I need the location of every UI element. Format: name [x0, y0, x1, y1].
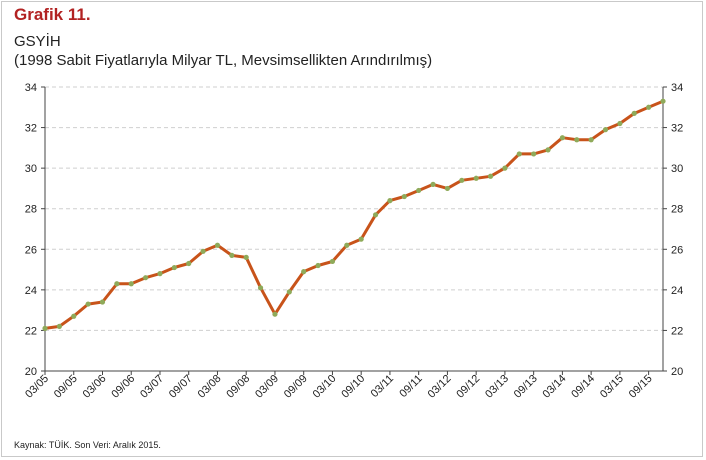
x-tick-label: 03/06	[81, 373, 109, 401]
data-point	[229, 252, 235, 258]
left-y-tick-label: 22	[25, 325, 37, 337]
x-tick-label: 09/13	[512, 373, 540, 401]
data-point	[257, 285, 264, 291]
data-point	[272, 311, 278, 317]
x-tick-label: 03/07	[138, 373, 166, 401]
data-point	[559, 135, 565, 141]
x-tick-label: 09/08	[224, 373, 252, 401]
left-y-tick-label: 34	[25, 82, 37, 94]
x-tick-label: 09/05	[52, 373, 80, 401]
x-tick-label: 09/06	[109, 373, 137, 401]
right-y-axis-ticks: 20 22 24 26 28 30 32 34	[671, 82, 683, 378]
data-point	[200, 248, 206, 254]
left-y-tick-label: 32	[25, 123, 37, 135]
source-note: Kaynak: TÜİK. Son Veri: Aralık 2015.	[14, 440, 161, 450]
x-tick-label: 03/09	[253, 373, 281, 401]
right-y-tick-label: 32	[671, 123, 683, 135]
data-point	[56, 323, 62, 329]
gridlines	[45, 86, 663, 331]
x-tick-label: 03/11	[369, 373, 396, 400]
right-y-tick-label: 26	[671, 244, 683, 256]
right-y-tick-label: 30	[671, 163, 683, 175]
data-point	[487, 173, 494, 179]
data-point	[301, 269, 307, 275]
data-point	[286, 289, 292, 295]
axes	[41, 86, 667, 375]
data-point	[71, 313, 77, 319]
data-point	[459, 177, 465, 183]
data-point	[430, 181, 436, 187]
chart-subtitle: (1998 Sabit Fiyatlarıyla Milyar TL, Mevs…	[14, 52, 433, 69]
series-line	[44, 99, 664, 330]
chart-title: GSYİH	[14, 33, 61, 50]
data-point	[171, 264, 177, 271]
data-point	[372, 212, 379, 218]
data-point	[646, 104, 652, 110]
left-y-tick-label: 30	[25, 163, 37, 175]
data-point	[416, 187, 422, 194]
x-tick-label: 09/11	[397, 373, 424, 400]
data-point	[516, 151, 522, 157]
data-point	[157, 271, 163, 277]
data-point	[358, 236, 364, 242]
data-point	[315, 262, 321, 269]
data-point	[502, 165, 508, 171]
data-point	[602, 127, 609, 133]
data-point	[114, 281, 120, 287]
data-point	[588, 137, 594, 143]
series-gdp	[44, 99, 664, 330]
left-y-tick-label: 28	[25, 204, 37, 216]
data-point	[660, 98, 666, 104]
data-point	[42, 325, 48, 331]
data-point	[473, 175, 479, 181]
left-y-tick-label: 26	[25, 244, 37, 256]
left-y-tick-label: 24	[25, 285, 37, 297]
data-point	[243, 254, 249, 260]
data-point	[143, 275, 149, 281]
x-tick-label: 03/13	[483, 373, 511, 401]
right-y-tick-label: 28	[671, 204, 683, 216]
right-y-tick-label: 22	[671, 325, 683, 337]
data-point	[344, 242, 350, 248]
figure-label: Grafik 11.	[14, 5, 91, 24]
x-tick-label: 03/15	[598, 373, 626, 401]
left-y-axis-ticks: 20 22 24 26 28 30 32 34	[25, 82, 37, 378]
x-tick-label: 03/10	[311, 373, 339, 401]
x-axis-ticks: 03/05 09/05 03/06 09/06 03/07 09/07 03/08 09/08…	[23, 373, 655, 401]
x-tick-label: 03/12	[426, 373, 454, 401]
x-tick-label: 09/12	[454, 373, 482, 401]
data-point	[214, 242, 221, 248]
x-tick-label: 09/09	[282, 373, 310, 401]
data-point	[574, 137, 580, 143]
series-gdp-markers	[42, 98, 666, 331]
data-point	[128, 281, 134, 287]
right-y-tick-label: 20	[671, 366, 683, 378]
data-point	[85, 301, 91, 307]
x-tick-label: 03/08	[196, 373, 224, 401]
data-point	[617, 120, 623, 127]
data-point	[186, 260, 192, 267]
right-y-tick-label: 24	[671, 285, 683, 297]
data-point	[329, 258, 336, 265]
x-tick-label: 03/14	[541, 373, 569, 401]
data-point	[444, 185, 451, 192]
data-point	[387, 198, 393, 204]
left-y-tick-label: 20	[25, 366, 37, 378]
x-tick-label: 09/15	[627, 373, 655, 401]
data-point	[531, 151, 537, 157]
x-tick-label: 09/14	[569, 373, 597, 401]
data-point	[401, 193, 407, 200]
x-tick-label: 09/07	[167, 373, 195, 401]
x-tick-label: 09/10	[339, 373, 367, 401]
data-point	[631, 110, 637, 116]
right-y-tick-label: 34	[671, 82, 683, 94]
data-point	[99, 299, 106, 305]
data-point	[545, 147, 551, 153]
